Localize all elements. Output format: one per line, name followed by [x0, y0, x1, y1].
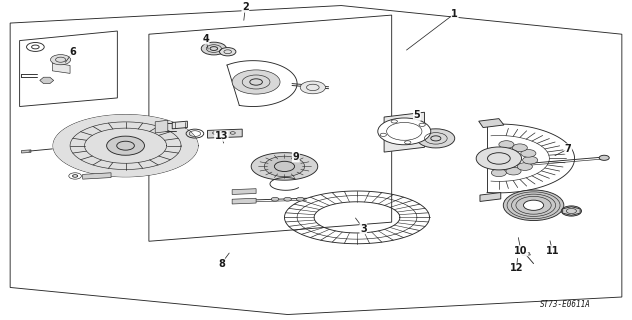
Circle shape — [512, 144, 527, 152]
Polygon shape — [478, 119, 504, 128]
Text: 3: 3 — [360, 224, 367, 234]
Polygon shape — [562, 207, 580, 215]
Circle shape — [107, 136, 145, 155]
Text: 2: 2 — [242, 2, 249, 12]
Circle shape — [300, 81, 325, 94]
Text: 11: 11 — [545, 246, 559, 256]
Text: 9: 9 — [293, 152, 299, 162]
Circle shape — [378, 118, 431, 145]
Polygon shape — [232, 198, 256, 204]
Polygon shape — [207, 129, 242, 138]
Polygon shape — [521, 252, 530, 256]
Circle shape — [506, 167, 521, 175]
Polygon shape — [384, 112, 425, 152]
Polygon shape — [83, 173, 111, 179]
Text: 8: 8 — [218, 259, 225, 268]
Circle shape — [417, 129, 455, 148]
Polygon shape — [52, 63, 70, 73]
Circle shape — [517, 163, 532, 171]
Text: ST73-E0611A: ST73-E0611A — [540, 300, 590, 308]
Circle shape — [499, 141, 514, 148]
Circle shape — [521, 149, 536, 157]
Circle shape — [491, 169, 506, 177]
Text: 6: 6 — [70, 47, 76, 57]
Circle shape — [51, 55, 71, 65]
Circle shape — [503, 190, 564, 220]
Polygon shape — [53, 115, 198, 177]
Circle shape — [232, 70, 280, 94]
Circle shape — [296, 197, 304, 201]
Circle shape — [561, 206, 581, 216]
Text: 4: 4 — [202, 34, 209, 44]
Circle shape — [523, 156, 538, 164]
Circle shape — [201, 42, 226, 55]
Circle shape — [264, 156, 305, 177]
Text: 5: 5 — [413, 110, 420, 120]
Text: 7: 7 — [565, 144, 571, 154]
Polygon shape — [251, 153, 318, 180]
Polygon shape — [21, 150, 31, 153]
Text: 13: 13 — [215, 131, 228, 141]
Polygon shape — [480, 193, 501, 202]
Circle shape — [284, 197, 291, 201]
Polygon shape — [40, 77, 54, 84]
Polygon shape — [232, 189, 256, 195]
Polygon shape — [155, 120, 168, 133]
Circle shape — [599, 155, 609, 160]
Text: 1: 1 — [451, 9, 458, 19]
Circle shape — [523, 200, 544, 210]
Text: 10: 10 — [514, 246, 528, 256]
Text: 12: 12 — [510, 263, 523, 273]
Polygon shape — [173, 121, 187, 129]
Circle shape — [476, 147, 521, 170]
Circle shape — [219, 48, 236, 56]
Circle shape — [271, 197, 279, 201]
